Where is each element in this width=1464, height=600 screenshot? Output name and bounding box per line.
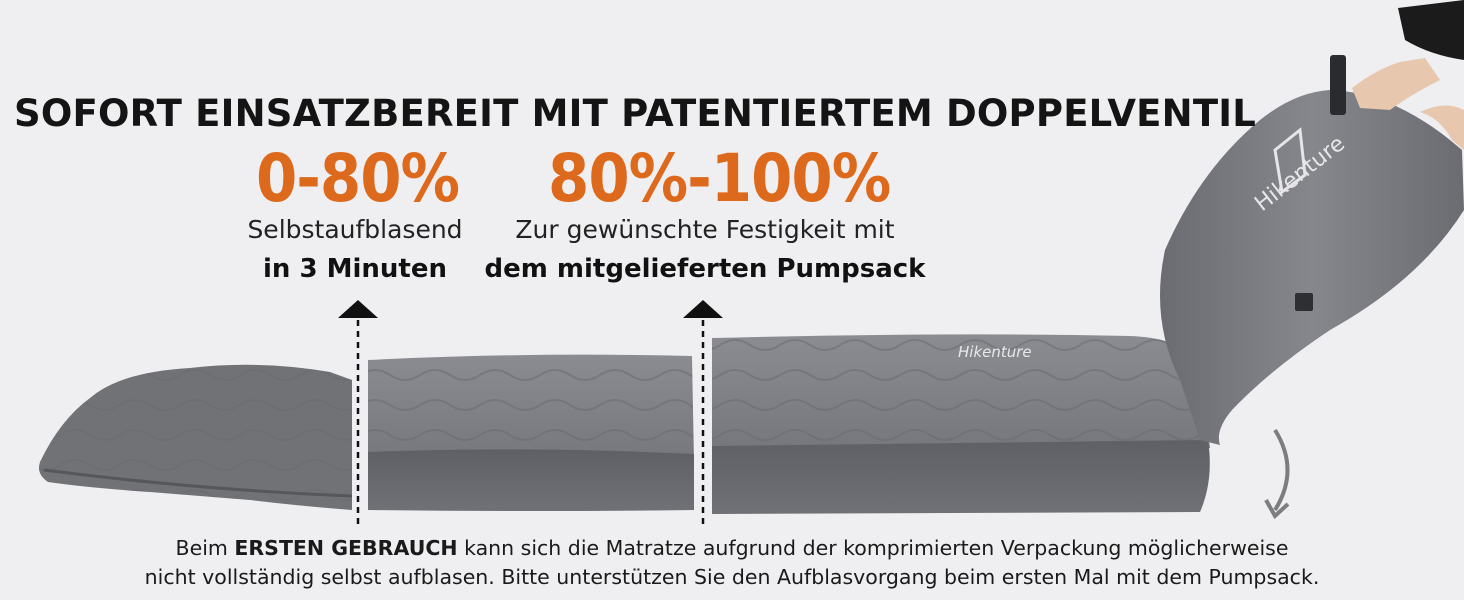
footer-line1-rest: kann sich die Matratze aufgrund der komp… [457,536,1289,560]
stage2-percent: 80%-100% [548,140,891,217]
footer-line1: Beim ERSTEN GEBRAUCH kann sich die Matra… [0,534,1464,563]
inflated-mat: Hikenture [712,334,1210,514]
mat-logo: Hikenture [958,343,1032,361]
stage1-line2: in 3 Minuten [263,254,447,284]
marker-self-inflate [338,300,378,528]
stage2-line2: dem mitgelieferten Pumpsack [484,254,926,284]
stage2-line1: Zur gewünschte Festigkeit mit [515,215,895,244]
deflated-mat [39,364,353,510]
footer-line2: nicht vollständig selbst aufblasen. Bitt… [144,565,1320,589]
marker-pump [683,300,723,528]
pump-sack: Hikenture [1160,0,1464,445]
footer-note: Beim ERSTEN GEBRAUCH kann sich die Matra… [0,534,1464,592]
stage1-percent: 0-80% [255,140,460,217]
footer-emphasis: ERSTEN GEBRAUCH [234,536,458,560]
footer-prefix: Beim [175,536,235,560]
pump-arrow-icon [1273,428,1290,512]
stage1-line1: Selbstaufblasend [247,215,463,244]
half-inflated-mat [368,354,694,511]
headline: SOFORT EINSATZBEREIT MIT PATENTIERTEM DO… [14,92,1257,135]
